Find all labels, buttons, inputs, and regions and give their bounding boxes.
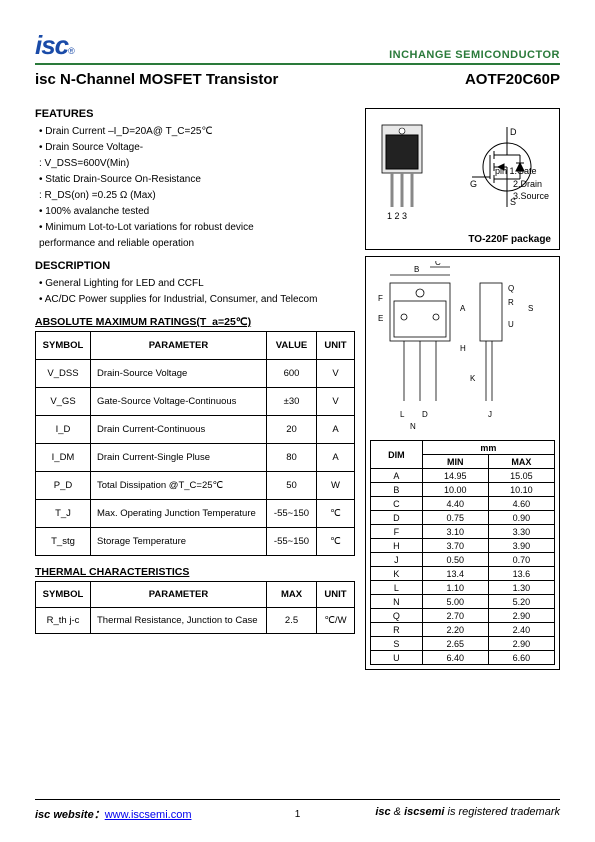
logo-text: isc bbox=[35, 30, 68, 61]
svg-text:U: U bbox=[508, 320, 514, 329]
table-header: PARAMETER bbox=[91, 582, 267, 608]
svg-text:J: J bbox=[488, 410, 492, 419]
svg-text:K: K bbox=[470, 374, 476, 383]
features-list: • Drain Current –I_D=20A@ T_C=25℃ • Drai… bbox=[35, 124, 355, 252]
table-header: MAX bbox=[267, 582, 317, 608]
page-number: 1 bbox=[295, 809, 301, 820]
feature-item: • 100% avalanche tested bbox=[39, 204, 355, 220]
table-row: Q2.702.90 bbox=[371, 609, 555, 623]
table-header: UNIT bbox=[317, 332, 355, 360]
svg-text:E: E bbox=[378, 314, 383, 323]
description-item: • General Lighting for LED and CCFL bbox=[39, 276, 355, 292]
feature-item: : V_DSS=600V(Min) bbox=[39, 156, 355, 172]
svg-text:N: N bbox=[410, 422, 416, 431]
svg-text:A: A bbox=[460, 304, 466, 313]
dimension-drawing: B C Q R U S F E bbox=[370, 261, 555, 436]
table-header-row: SYMBOL PARAMETER MAX UNIT bbox=[36, 582, 355, 608]
table-row: S2.652.90 bbox=[371, 637, 555, 651]
svg-text:B: B bbox=[414, 265, 419, 274]
table-row: V_GSGate-Source Voltage-Continuous±30V bbox=[36, 388, 355, 416]
table-row: N5.005.20 bbox=[371, 595, 555, 609]
feature-item: • Minimum Lot-to-Lot variations for robu… bbox=[39, 220, 355, 236]
footer-right: isc & iscsemi is registered trademark bbox=[375, 806, 560, 822]
table-row: F3.103.30 bbox=[371, 525, 555, 539]
features-heading: FEATURES bbox=[35, 108, 355, 120]
table-row: D0.750.90 bbox=[371, 511, 555, 525]
part-number: AOTF20C60P bbox=[465, 71, 560, 88]
table-row: K13.413.6 bbox=[371, 567, 555, 581]
table-row: C4.404.60 bbox=[371, 497, 555, 511]
feature-item: • Drain Source Voltage- bbox=[39, 140, 355, 156]
ratings-table: SYMBOL PARAMETER VALUE UNIT V_DSSDrain-S… bbox=[35, 331, 355, 556]
svg-text:F: F bbox=[378, 294, 383, 303]
dimensions-table: DIM mm MIN MAX A14.9515.05 B10.0010.10 C… bbox=[370, 440, 555, 665]
table-row: P_DTotal Dissipation @T_C=25℃50W bbox=[36, 472, 355, 500]
table-row: B10.0010.10 bbox=[371, 483, 555, 497]
svg-text:H: H bbox=[460, 344, 466, 353]
table-row: A14.9515.05 bbox=[371, 469, 555, 483]
table-row: V_DSSDrain-Source Voltage600V bbox=[36, 360, 355, 388]
svg-text:R: R bbox=[508, 298, 514, 307]
table-header-row: DIM mm bbox=[371, 441, 555, 455]
table-header: SYMBOL bbox=[36, 332, 91, 360]
main-title: isc N-Channel MOSFET Transistor bbox=[35, 71, 278, 88]
thermal-title: THERMAL CHARACTERISTICS bbox=[35, 566, 355, 578]
logo: isc ® bbox=[35, 30, 75, 61]
company-name: INCHANGE SEMICONDUCTOR bbox=[389, 49, 560, 61]
svg-text:D: D bbox=[510, 127, 517, 137]
svg-text:D: D bbox=[422, 410, 428, 419]
pins-numbers: 1 2 3 bbox=[387, 211, 407, 221]
ratings-title: ABSOLUTE MAXIMUM RATINGS(T_a=25℃) bbox=[35, 316, 355, 328]
description-heading: DESCRIPTION bbox=[35, 260, 355, 272]
package-label: TO-220F package bbox=[468, 234, 551, 245]
website-link[interactable]: www.iscsemi.com bbox=[105, 809, 192, 821]
footer-left: isc website：www.iscsemi.com bbox=[35, 806, 192, 822]
svg-text:G: G bbox=[470, 179, 477, 189]
table-row: R2.202.40 bbox=[371, 623, 555, 637]
feature-item: • Drain Current –I_D=20A@ T_C=25℃ bbox=[39, 124, 355, 140]
table-header-row: SYMBOL PARAMETER VALUE UNIT bbox=[36, 332, 355, 360]
table-row: T_stgStorage Temperature-55~150℃ bbox=[36, 528, 355, 556]
feature-item: • Static Drain-Source On-Resistance bbox=[39, 172, 355, 188]
svg-text:Q: Q bbox=[508, 284, 514, 293]
feature-item: performance and reliable operation bbox=[39, 236, 355, 252]
description-list: • General Lighting for LED and CCFL • AC… bbox=[35, 276, 355, 308]
table-row: I_DDrain Current-Continuous20A bbox=[36, 416, 355, 444]
title-row: isc N-Channel MOSFET Transistor AOTF20C6… bbox=[35, 71, 560, 88]
thermal-table: SYMBOL PARAMETER MAX UNIT R_th j-cTherma… bbox=[35, 581, 355, 634]
table-header: SYMBOL bbox=[36, 582, 91, 608]
table-header: UNIT bbox=[317, 582, 355, 608]
page-header: isc ® INCHANGE SEMICONDUCTOR bbox=[35, 30, 560, 65]
table-row: I_DMDrain Current-Single Pluse80A bbox=[36, 444, 355, 472]
pin-labels: pin 1.Gate 2.Drain 3.Source bbox=[495, 165, 549, 203]
package-diagram: 1 2 3 D S G bbox=[365, 108, 560, 250]
table-row: R_th j-cThermal Resistance, Junction to … bbox=[36, 608, 355, 634]
svg-text:S: S bbox=[528, 304, 533, 313]
logo-reg: ® bbox=[68, 46, 75, 56]
svg-text:C: C bbox=[435, 261, 441, 267]
svg-text:L: L bbox=[400, 410, 405, 419]
table-header: PARAMETER bbox=[91, 332, 267, 360]
feature-item: : R_DS(on) =0.25 Ω (Max) bbox=[39, 188, 355, 204]
dimensions-box: B C Q R U S F E bbox=[365, 256, 560, 670]
table-row: T_JMax. Operating Junction Temperature-5… bbox=[36, 500, 355, 528]
table-row: L1.101.30 bbox=[371, 581, 555, 595]
table-row: J0.500.70 bbox=[371, 553, 555, 567]
table-row: U6.406.60 bbox=[371, 651, 555, 665]
table-header: VALUE bbox=[267, 332, 317, 360]
description-item: • AC/DC Power supplies for Industrial, C… bbox=[39, 292, 355, 308]
table-row: H3.703.90 bbox=[371, 539, 555, 553]
